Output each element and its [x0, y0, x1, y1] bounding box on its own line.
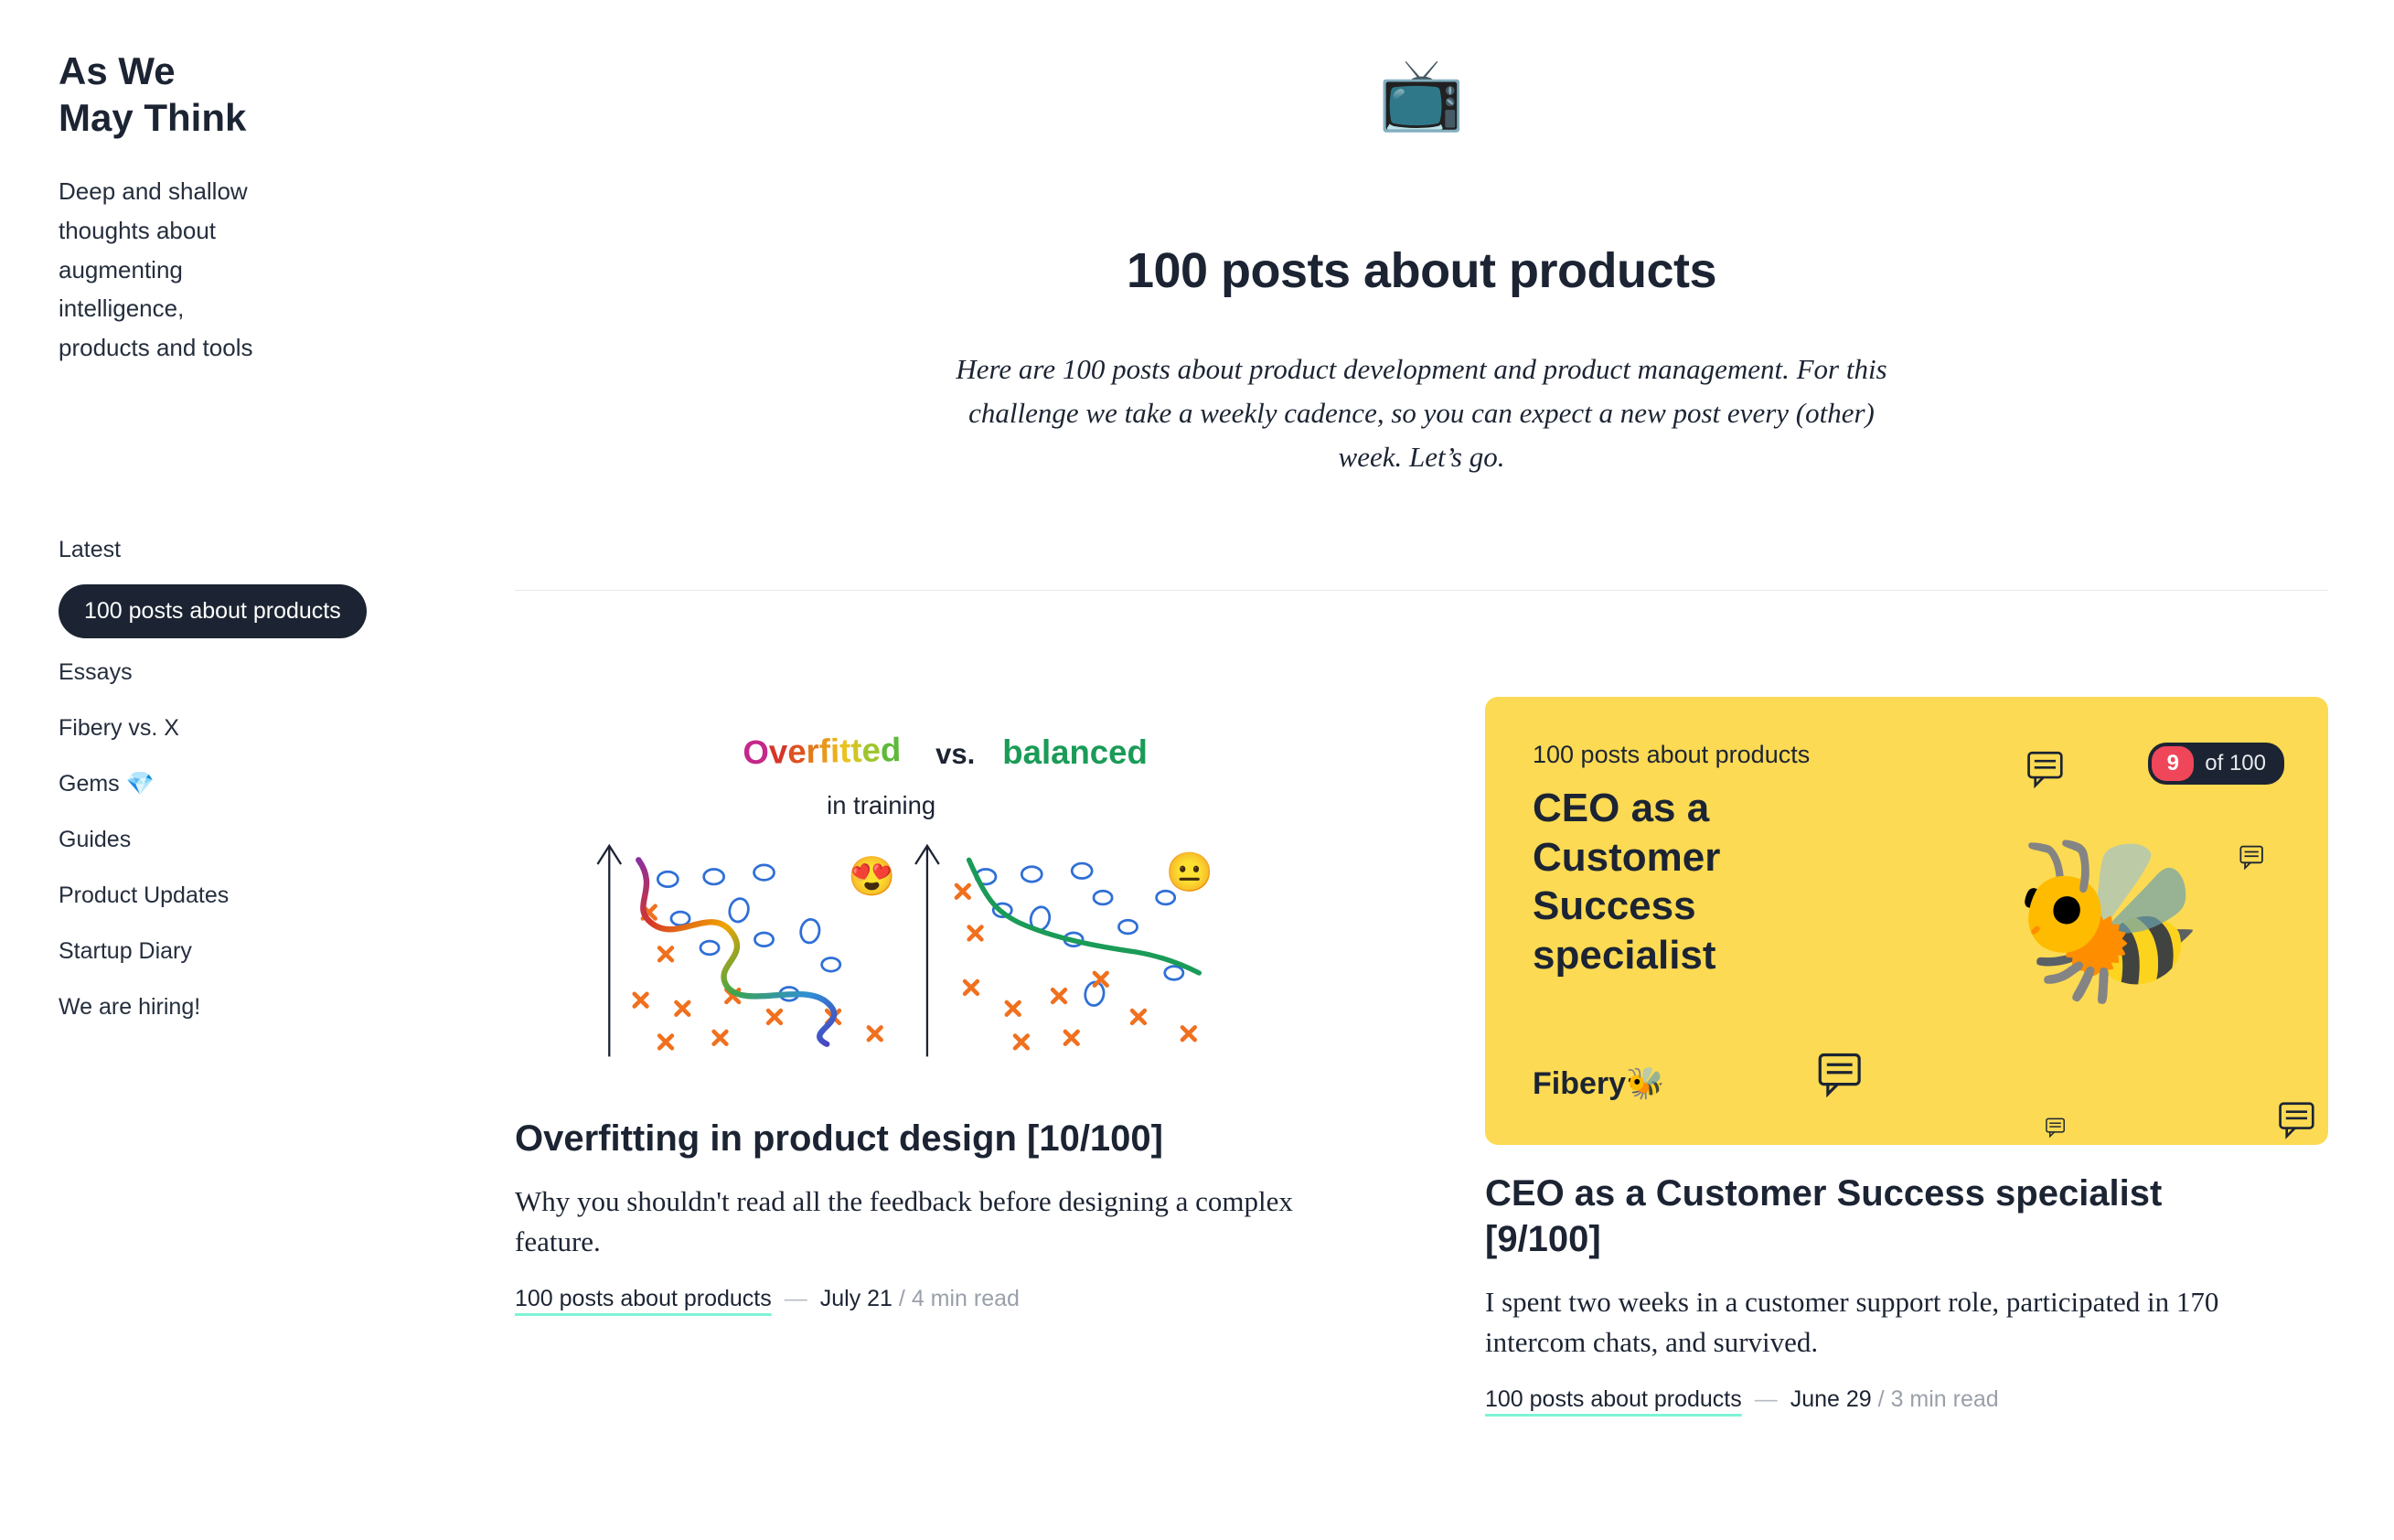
svg-text:vs.: vs. — [935, 738, 975, 770]
svg-text:😐: 😐 — [1166, 850, 1213, 893]
svg-text:balanced: balanced — [1002, 733, 1148, 771]
svg-text:😍: 😍 — [848, 855, 895, 898]
svg-text:in training: in training — [827, 791, 935, 819]
svg-text:Overfitted: Overfitted — [743, 731, 902, 771]
